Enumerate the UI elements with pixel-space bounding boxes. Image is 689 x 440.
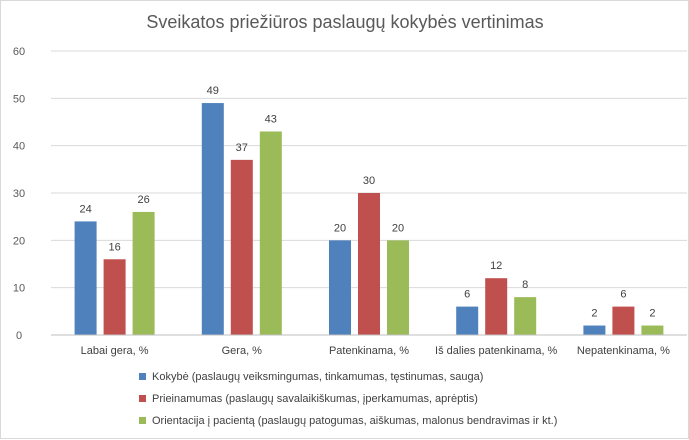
data-label: 20 <box>334 222 346 234</box>
data-labels: 24 49 20 6 2 16 37 30 12 6 26 43 20 8 2 <box>79 85 655 319</box>
bar <box>583 325 606 335</box>
bar <box>485 278 508 335</box>
bar <box>329 240 351 335</box>
legend: Kokybė (paslaugų veiksmingumas, tinkamum… <box>139 371 557 427</box>
data-label: 49 <box>207 85 219 97</box>
y-tick-label: 20 <box>13 235 25 247</box>
bar <box>259 131 282 335</box>
x-category-label: Patenkinama, % <box>329 345 409 357</box>
bars <box>74 103 664 335</box>
data-label: 2 <box>591 308 597 320</box>
data-label: 12 <box>490 260 502 272</box>
chart-title: Sveikatos priežiūros paslaugų kokybės ve… <box>146 12 543 32</box>
x-category-label: Iš dalies patenkinama, % <box>435 345 558 357</box>
legend-swatch <box>139 417 146 424</box>
y-tick-label: 40 <box>13 141 25 153</box>
x-category-label: Gera, % <box>222 345 263 357</box>
bar <box>201 103 224 335</box>
bar <box>132 211 155 335</box>
data-label: 20 <box>392 222 404 234</box>
bar <box>456 306 479 335</box>
legend-label: Orientacija į pacientą (paslaugų patogum… <box>152 415 557 427</box>
y-axis: 0 10 20 30 40 50 60 <box>13 46 25 342</box>
bar <box>358 193 380 335</box>
x-axis: Labai gera, % Gera, % Patenkinama, % Iš dal… <box>51 334 687 357</box>
y-tick-label: 0 <box>16 330 22 342</box>
data-label: 37 <box>236 142 248 154</box>
legend-label: Prieinamumas (paslaugų savalaikiškumas, … <box>152 393 478 405</box>
legend-label: Kokybė (paslaugų veiksmingumas, tinkamum… <box>152 371 483 383</box>
data-label: 30 <box>363 175 375 187</box>
data-label: 8 <box>522 279 528 291</box>
data-label: 2 <box>649 308 655 320</box>
bar <box>230 159 253 335</box>
bar <box>387 240 409 335</box>
y-tick-label: 10 <box>13 283 25 295</box>
data-label: 24 <box>79 203 91 215</box>
data-label: 6 <box>620 289 626 301</box>
bar <box>641 325 664 335</box>
y-tick-label: 30 <box>13 188 25 200</box>
data-label: 16 <box>108 241 120 253</box>
legend-swatch <box>139 395 146 402</box>
data-label: 6 <box>464 289 470 301</box>
bar <box>74 221 97 335</box>
x-category-label: Labai gera, % <box>81 345 149 357</box>
bar <box>514 297 537 335</box>
legend-swatch <box>139 373 146 380</box>
bar <box>103 259 126 335</box>
y-tick-label: 50 <box>13 93 25 105</box>
bar <box>612 306 635 335</box>
data-label: 43 <box>265 113 277 125</box>
y-tick-label: 60 <box>13 46 25 58</box>
data-label: 26 <box>137 194 149 206</box>
x-category-label: Nepatenkinama, % <box>577 345 670 357</box>
